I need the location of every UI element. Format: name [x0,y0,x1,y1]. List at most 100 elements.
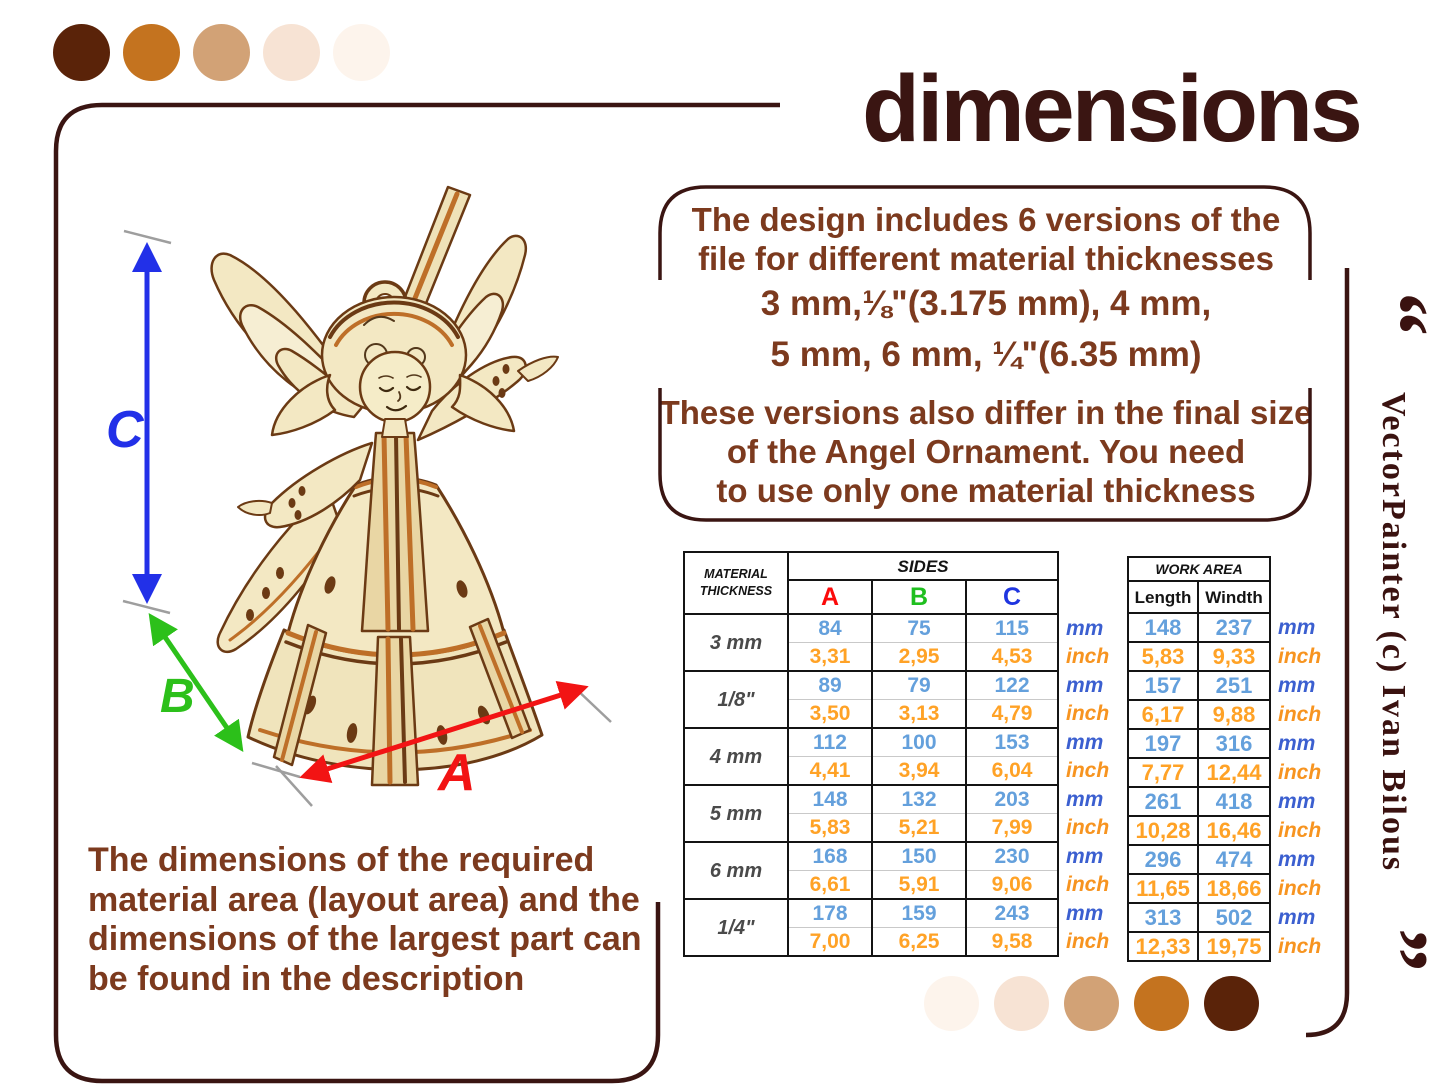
mm-value: 150 [871,841,967,871]
table-row: 6 mm 168 150 230 mm [683,841,1110,900]
mm-value: 474 [1197,844,1271,875]
inch-value: 3,50 [787,698,873,729]
table-row: 6,61 5,91 9,06 inch [684,869,1110,900]
table-row: 5,83 5,21 7,99 inch [684,812,1110,843]
info-line: These versions also differ in the final … [659,394,1313,431]
inch-value: 4,41 [787,755,873,786]
unit-label-inch: inch [1278,935,1322,958]
info-text-block: The design includes 6 versions of the fil… [658,200,1314,510]
mm-value: 178 [787,898,873,928]
wood-color-palette-bottom [924,976,1259,1031]
mm-value: 148 [787,784,873,814]
table-row: 4 mm 112 100 153 mm [683,727,1110,786]
table-row: 261 418 mm [1127,786,1322,817]
mm-value: 251 [1197,670,1271,701]
table-row: 1/4" 178 159 243 mm [683,898,1110,957]
mm-value: 100 [871,727,967,757]
color-swatch [333,24,390,81]
inch-value: 11,65 [1127,873,1199,904]
unit-label-mm: mm [1066,901,1104,925]
inch-value: 7,77 [1127,757,1199,788]
mm-value: 115 [965,613,1059,643]
color-swatch [263,24,320,81]
watermark: “ VectorPainter (c) Ivan Bilous ” [1348,282,1445,982]
hair [320,295,468,415]
table-row: 296 474 mm [1127,844,1322,875]
inch-value: 7,99 [965,812,1059,843]
open-quote-icon: “ [1348,292,1445,336]
unit-label-inch: inch [1066,930,1110,953]
table-row: 7,77 12,44 inch [1127,757,1322,788]
inch-value: 5,83 [787,812,873,843]
column-header-c: C [965,579,1059,615]
inch-value: 6,17 [1127,699,1199,730]
dimension-label-a: A [436,744,476,802]
thickness-label: 6 mm [683,841,789,900]
inch-value: 5,83 [1127,641,1199,672]
table-row: 5,83 9,33 inch [1127,641,1322,672]
note-line: be found in the description [88,959,525,998]
mm-value: 79 [871,670,967,700]
color-swatch [123,24,180,81]
skirt-upper-tier [286,476,506,657]
unit-label-inch: inch [1278,761,1322,784]
column-header-a: A [787,579,873,615]
hanger-strip [392,185,472,335]
inch-value: 4,79 [965,698,1059,729]
inch-value: 18,66 [1197,873,1271,904]
table-row: 313 502 mm [1127,902,1322,933]
thickness-label: 4 mm [683,727,789,786]
unit-label-mm: mm [1278,790,1316,813]
dimension-label-c: C [106,401,145,459]
unit-label-inch: inch [1066,759,1110,782]
unit-label-inch: inch [1278,645,1322,668]
table-row: 6,17 9,88 inch [1127,699,1322,730]
color-swatch [1064,976,1119,1031]
watermark-text: VectorPainter (c) Ivan Bilous [1375,391,1412,873]
dimension-arrow-b [148,613,244,752]
inch-value: 5,91 [871,869,967,900]
color-swatch [994,976,1049,1031]
table-row: 3,31 2,95 4,53 inch [684,641,1110,672]
material-thickness-header: MATERIAL THICKNESS [683,551,789,615]
skirt-fin [272,623,328,767]
mm-value: 168 [787,841,873,871]
table-row: 11,65 18,66 inch [1127,873,1322,904]
mm-value: 197 [1127,728,1199,759]
face [358,350,432,424]
mm-value: 132 [871,784,967,814]
table-row: 197 316 mm [1127,728,1322,759]
skirt-lower-tier [246,628,544,772]
mm-value: 203 [965,784,1059,814]
inch-value: 2,95 [871,641,967,672]
mm-value: 157 [1127,670,1199,701]
info-line: to use only one material thickness [716,472,1256,509]
inch-value: 6,04 [965,755,1059,786]
mm-value: 75 [871,613,967,643]
inch-value: 19,75 [1197,931,1271,962]
unit-label-mm: mm [1066,844,1104,868]
table-row: 3 mm 84 75 115 mm [683,613,1110,672]
unit-label-mm: mm [1278,616,1316,639]
close-quote-icon: ” [1348,927,1445,972]
info-line: of the Angel Ornament. You need [726,433,1246,470]
closed-eye [378,386,395,393]
inch-value: 7,00 [787,926,873,957]
color-swatch [1204,976,1259,1031]
color-swatch [53,24,110,81]
mm-value: 237 [1197,612,1271,643]
table-row: 4,41 3,94 6,04 inch [684,755,1110,786]
thickness-label: 5 mm [683,784,789,843]
unit-label-mm: mm [1066,616,1104,640]
column-header-b: B [871,579,967,615]
mm-value: 313 [1127,902,1199,933]
dimension-arrow-a [299,680,589,784]
right-arm [416,355,527,442]
table-row: 12,33 19,75 inch [1127,931,1322,962]
color-swatch [1134,976,1189,1031]
page-title: dimensions [862,56,1363,162]
note-text-block: The dimensions of the required material a… [88,841,678,999]
color-swatch [924,976,979,1031]
table-row: 157 251 mm [1127,670,1322,701]
inch-value: 6,61 [787,869,873,900]
